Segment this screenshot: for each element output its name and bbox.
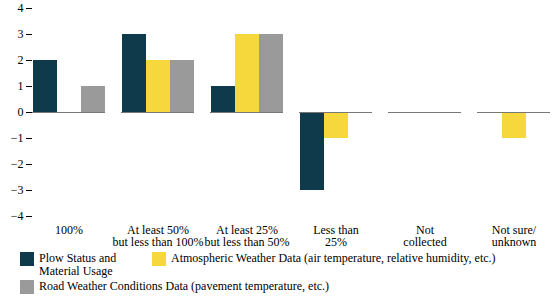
html-text:Plow Status and Material Usage: Plow Status and Material Usage [39,251,117,278]
svg-text:−2: −2 [11,157,24,171]
svg-text:1: 1 [18,79,24,93]
svg-text:0: 0 [18,105,24,119]
svg-text:−1: −1 [11,131,24,145]
svg-text:Notcollected: Notcollected [403,223,446,249]
svg-text:Not sure/unknown: Not sure/unknown [492,223,537,249]
svg-text:−4: −4 [11,209,24,223]
svg-text:2: 2 [18,53,24,67]
svg-text:Less than25%: Less than25% [313,223,359,249]
html-text:Road Weather Conditions Data (: Road Weather Conditions Data (pavement t… [39,279,329,293]
html-text:Atmospheric Weather Data (air: Atmospheric Weather Data (air temperatur… [171,251,496,265]
svg-text:At least 50%but less than 100%: At least 50%but less than 100% [113,223,204,249]
svg-text:4: 4 [18,1,24,15]
svg-text:−3: −3 [11,183,24,197]
svg-text:At least 25%but less than 50%: At least 25%but less than 50% [205,223,290,249]
svg-text:3: 3 [18,27,24,41]
svg-text:100%: 100% [55,223,83,237]
